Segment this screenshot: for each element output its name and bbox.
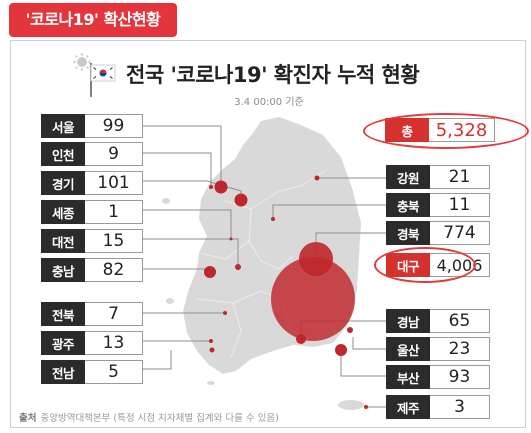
region-chungnam: 충남 82 <box>41 258 143 282</box>
region-value: 23 <box>430 337 490 361</box>
source-label: 출처 <box>19 413 37 424</box>
region-sejong: 세종 1 <box>41 200 143 224</box>
virus-icon <box>73 53 91 71</box>
bubble-gyeonggi <box>234 193 248 207</box>
mainland-shape <box>183 117 361 374</box>
total-highlight-ring <box>363 113 529 149</box>
small-island <box>166 298 174 304</box>
source-text: 중앙방역대책본부 (특정 시점 지자체별 집계와 다를 수 있음) <box>40 413 279 424</box>
region-incheon: 인천 9 <box>41 142 143 166</box>
region-name: 인천 <box>41 142 85 166</box>
region-value: 1 <box>85 200 143 224</box>
region-value: 21 <box>430 165 490 189</box>
region-value: 15 <box>85 229 143 253</box>
region-seoul: 서울 99 <box>41 114 143 138</box>
bubble-chungnam <box>204 266 216 278</box>
region-name: 경남 <box>386 309 430 333</box>
region-name: 부산 <box>386 365 430 389</box>
region-daejeon: 대전 15 <box>41 229 143 253</box>
korean-flag-icon <box>73 53 116 97</box>
region-value: 5 <box>85 360 143 384</box>
region-name: 경기 <box>41 171 85 195</box>
region-name: 강원 <box>386 165 430 189</box>
region-name: 충북 <box>386 193 430 217</box>
region-value: 82 <box>85 258 143 282</box>
bubble-busan <box>335 344 347 356</box>
bubble-daejeon <box>235 264 241 270</box>
region-value: 11 <box>430 193 490 217</box>
case-bubbles <box>204 175 368 409</box>
bubble-seoul <box>214 180 228 194</box>
region-name: 서울 <box>41 114 85 138</box>
region-name: 전남 <box>41 360 85 384</box>
bubble-jeonbuk <box>223 311 227 315</box>
region-value: 774 <box>430 221 490 245</box>
bubble-gyeongnam <box>296 334 306 344</box>
region-busan: 부산 93 <box>386 365 490 389</box>
infographic-card: 전국 '코로나19' 확진자 누적 현황 3.4 00:00 기준 총 5,32… <box>10 40 529 428</box>
region-value: 101 <box>85 171 143 195</box>
region-gangwon: 강원 21 <box>386 165 490 189</box>
region-jeju: 제주 3 <box>386 395 490 419</box>
region-name: 광주 <box>41 331 85 355</box>
small-island <box>162 198 170 204</box>
bubble-jeju <box>364 405 368 409</box>
bubble-daegu <box>271 257 355 341</box>
region-gwangju: 광주 13 <box>41 331 143 355</box>
bubble-sejong <box>229 237 233 241</box>
region-gyeonggi: 경기 101 <box>41 171 143 195</box>
region-ulsan: 울산 23 <box>386 337 490 361</box>
region-name: 전북 <box>41 302 85 326</box>
region-value: 7 <box>85 302 143 326</box>
region-name: 대전 <box>41 229 85 253</box>
region-value: 13 <box>85 331 143 355</box>
region-value: 93 <box>430 365 490 389</box>
section-tag: '코로나19' 확산현황 <box>9 3 177 37</box>
bubble-chungbuk <box>271 217 275 221</box>
region-chungbuk: 충북 11 <box>386 193 490 217</box>
bubble-gwangju <box>209 347 215 353</box>
bubble-jeonnam <box>209 339 213 343</box>
small-island <box>207 381 215 385</box>
region-name: 충남 <box>41 258 85 282</box>
bubble-ulsan <box>347 327 353 333</box>
region-value: 99 <box>85 114 143 138</box>
bubble-incheon <box>209 185 213 189</box>
region-value: 3 <box>430 395 490 419</box>
jeju-island <box>338 400 364 410</box>
korea-map <box>119 117 386 410</box>
region-gyeongbuk: 경북 774 <box>386 221 490 245</box>
region-name: 울산 <box>386 337 430 361</box>
daegu-highlight-ring <box>374 247 476 283</box>
region-value: 9 <box>85 142 143 166</box>
region-gyeongnam: 경남 65 <box>386 309 490 333</box>
timestamp: 3.4 00:00 기준 <box>234 97 304 108</box>
region-name: 세종 <box>41 200 85 224</box>
region-name: 경북 <box>386 221 430 245</box>
bubble-gangwon <box>314 175 320 181</box>
region-jeonnam: 전남 5 <box>41 360 143 384</box>
region-jeonbuk: 전북 7 <box>41 302 143 326</box>
source-footer: 출처 중앙방역대책본부 (특정 시점 지자체별 집계와 다를 수 있음) <box>19 410 279 424</box>
region-name: 제주 <box>386 395 430 419</box>
bubble-gyeongbuk <box>299 242 333 276</box>
region-value: 65 <box>430 309 490 333</box>
page-title: 전국 '코로나19' 확진자 누적 현황 <box>126 63 420 87</box>
